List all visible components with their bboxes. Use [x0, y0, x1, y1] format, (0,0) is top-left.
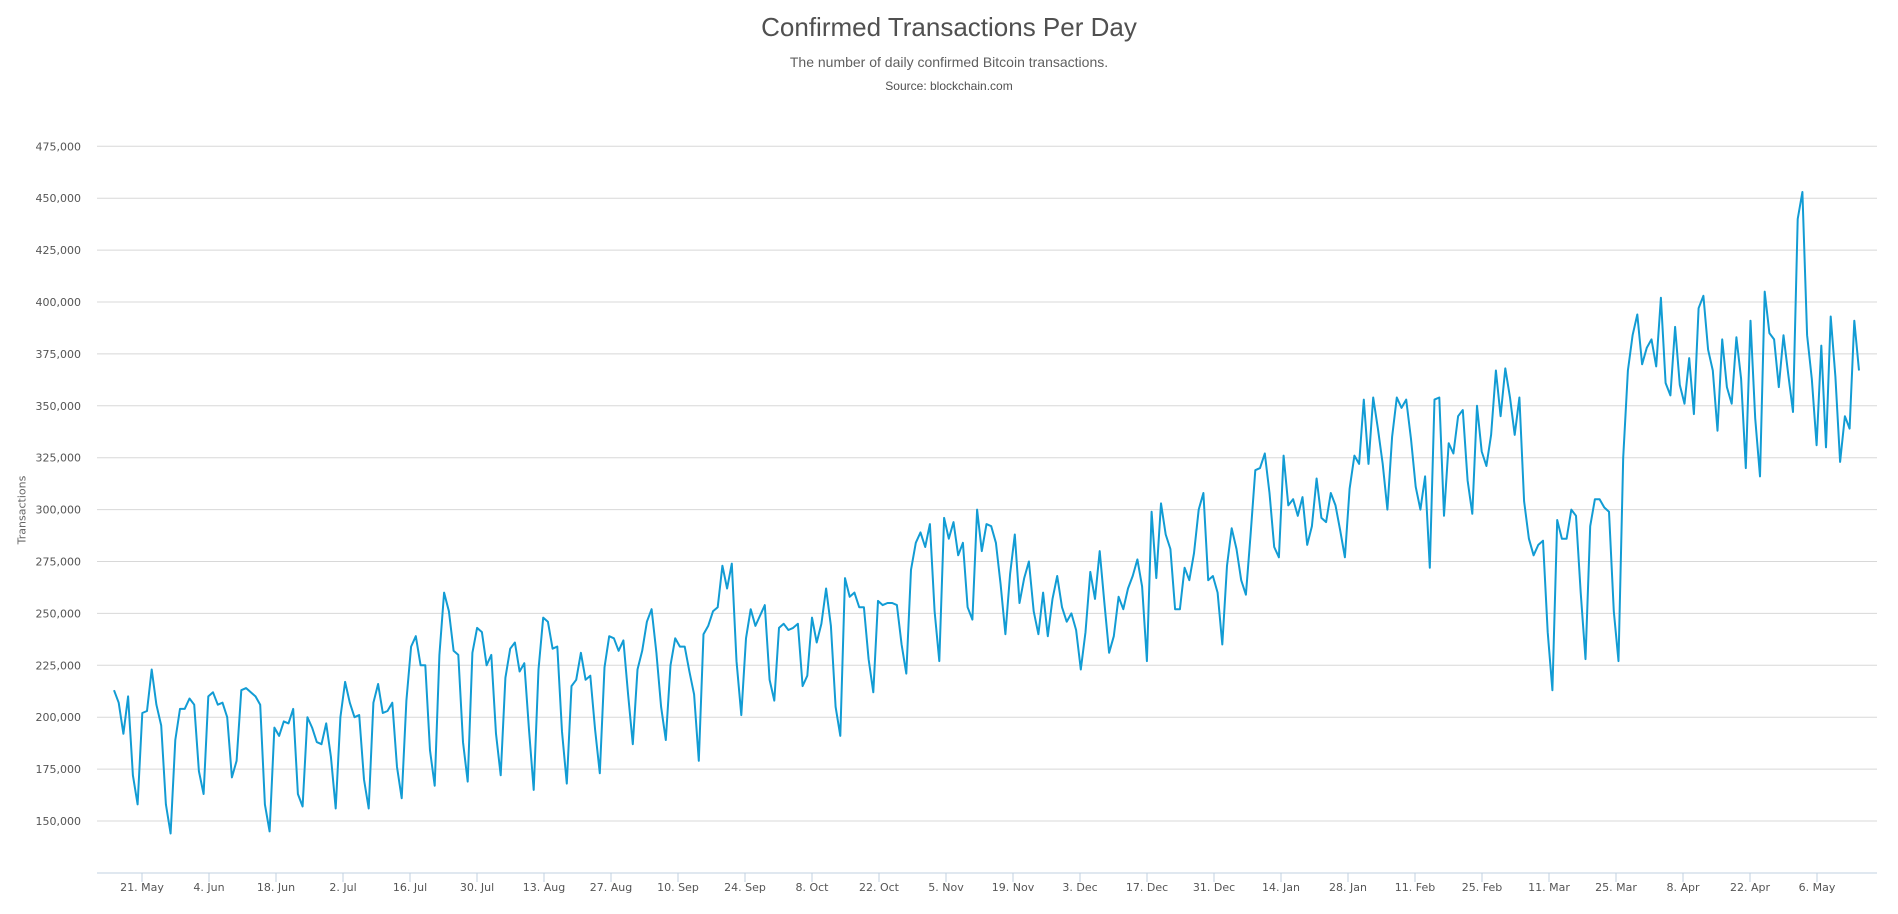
x-tick-label: 18. Jun	[257, 881, 295, 894]
chart-source: Source: blockchain.com	[885, 79, 1013, 93]
x-tick-label: 25. Feb	[1462, 881, 1502, 894]
y-tick-label: 425,000	[36, 244, 82, 257]
x-tick-label: 10. Sep	[657, 881, 699, 894]
y-tick-label: 325,000	[36, 452, 82, 465]
x-tick-label: 27. Aug	[590, 881, 632, 894]
x-tick-label: 28. Jan	[1329, 881, 1367, 894]
y-tick-label: 175,000	[36, 763, 82, 776]
y-tick-label: 300,000	[36, 504, 82, 517]
x-tick-label: 11. Feb	[1395, 881, 1435, 894]
y-tick-label: 400,000	[36, 296, 82, 309]
x-tick-label: 8. Oct	[795, 881, 829, 894]
y-tick-label: 350,000	[36, 400, 82, 413]
x-tick-label: 3. Dec	[1062, 881, 1097, 894]
series-line-transactions[interactable]	[113, 191, 1860, 835]
x-tick-label: 22. Apr	[1730, 881, 1770, 894]
x-tick-label: 6. May	[1799, 881, 1836, 894]
y-tick-label: 225,000	[36, 659, 82, 672]
x-tick-label: 16. Jul	[393, 881, 427, 894]
x-tick-label: 24. Sep	[724, 881, 766, 894]
y-tick-label: 375,000	[36, 348, 82, 361]
x-tick-label: 31. Dec	[1193, 881, 1235, 894]
x-axis: 21. May 4. Jun 18. Jun 2. Jul 16. Jul 30. Jul…	[97, 872, 1877, 894]
x-tick-label: 30. Jul	[460, 881, 494, 894]
x-tick-label: 21. May	[120, 881, 164, 894]
x-tick-label: 2. Jul	[329, 881, 356, 894]
y-tick-label: 450,000	[36, 192, 82, 205]
chart-title: Confirmed Transactions Per Day	[761, 12, 1137, 42]
y-tick-label: 275,000	[36, 556, 82, 569]
x-tick-label: 4. Jun	[193, 881, 224, 894]
gridlines	[97, 145, 1877, 822]
x-tick-label: 11. Mar	[1528, 881, 1570, 894]
x-tick-label: 19. Nov	[992, 881, 1035, 894]
y-tick-label: 150,000	[36, 815, 82, 828]
x-tick-label: 17. Dec	[1126, 881, 1168, 894]
x-tick-label: 13. Aug	[523, 881, 565, 894]
x-tick-label: 14. Jan	[1262, 881, 1300, 894]
y-tick-label: 200,000	[36, 711, 82, 724]
y-axis-labels: 150,000 175,000 200,000 225,000 250,000 275,0…	[36, 140, 82, 828]
x-tick-label: 22. Oct	[859, 881, 900, 894]
x-tick-label: 25. Mar	[1595, 881, 1637, 894]
x-tick-label: 8. Apr	[1666, 881, 1699, 894]
x-tick-label: 5. Nov	[928, 881, 964, 894]
y-tick-label: 475,000	[36, 140, 82, 153]
y-tick-label: 250,000	[36, 607, 82, 620]
chart-subtitle: The number of daily confirmed Bitcoin tr…	[789, 54, 1109, 70]
